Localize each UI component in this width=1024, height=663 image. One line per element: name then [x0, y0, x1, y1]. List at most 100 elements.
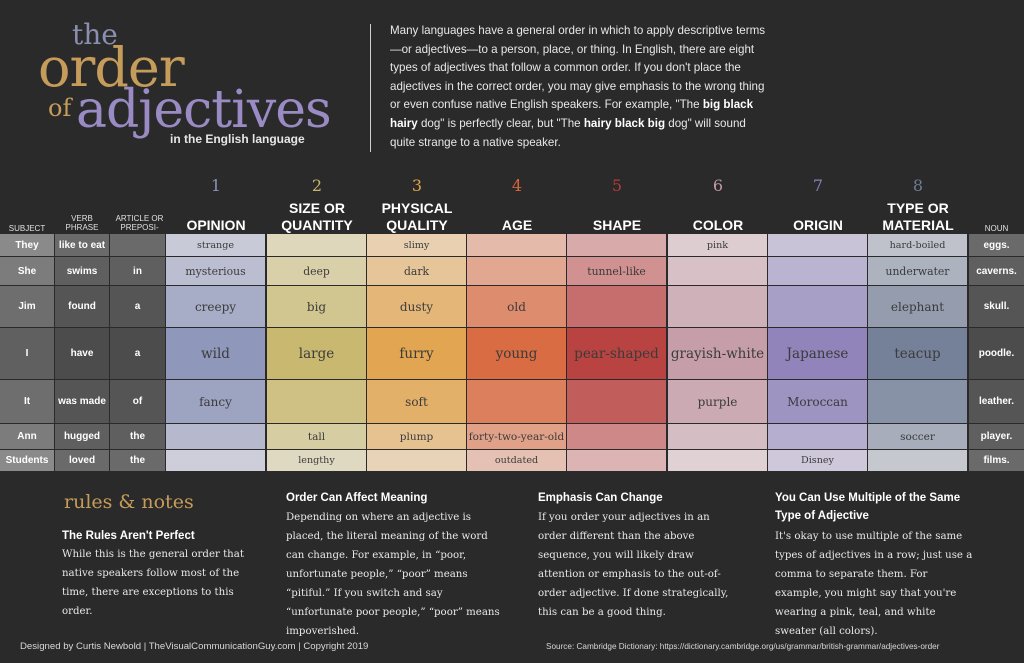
intro-bold-1: big black hairy	[390, 98, 754, 130]
adjective-cell	[668, 424, 767, 449]
footer-credit: Designed by Curtis Newbold | TheVisualCo…	[20, 641, 369, 652]
row-noun: leather.	[969, 380, 1024, 423]
row-article: of	[110, 380, 165, 423]
intro-paragraph: Many languages have a general order in w…	[390, 22, 770, 152]
adjective-cell: soft	[367, 380, 466, 423]
adjective-cell: teacup	[868, 328, 967, 379]
adjective-cell	[567, 424, 666, 449]
adjective-cell: old	[467, 286, 566, 327]
adjective-cell	[567, 286, 666, 327]
row-verb: loved	[55, 450, 109, 471]
adjective-cell	[567, 234, 666, 256]
note-body-4: It's okay to use multiple of the same ty…	[775, 531, 973, 637]
adjective-cell: furry	[367, 328, 466, 379]
title-order: order	[38, 36, 185, 99]
note-body-1: While this is the general order that nat…	[62, 549, 244, 617]
category-label-7: ORIGIN	[793, 217, 843, 233]
adjective-cell	[367, 450, 466, 471]
header-subject: SUBJECT	[8, 224, 46, 233]
header-noun: NOUN	[984, 224, 1009, 233]
title-subtitle: in the English language	[170, 132, 305, 146]
row-subject: Jim	[0, 286, 54, 327]
adjective-cell	[467, 257, 566, 285]
adjective-cell: young	[467, 328, 566, 379]
table-row: Students loved the lengthy outdated Disney fil…	[0, 450, 1024, 471]
row-subject: It	[0, 380, 54, 423]
adjective-cell: pink	[668, 234, 767, 256]
row-verb: hugged	[55, 424, 109, 449]
row-noun: player.	[969, 424, 1024, 449]
category-label-1: OPINION	[186, 217, 246, 233]
adjective-cell: hard-boiled	[868, 234, 967, 256]
table-row: Jim found a creepy big dusty old elephant skull.	[0, 286, 1024, 327]
category-label-5: SHAPE	[592, 217, 642, 233]
row-verb: have	[55, 328, 109, 379]
title-of: of	[48, 94, 72, 122]
adjective-cell: fancy	[166, 380, 265, 423]
category-number: 1	[210, 176, 222, 195]
table-row: Ann hugged the tall plump forty-two-year-old s…	[0, 424, 1024, 449]
adjective-cell: elephant	[868, 286, 967, 327]
adjective-cell: strange	[166, 234, 265, 256]
category-number: 2	[311, 176, 323, 195]
category-number: 6	[712, 176, 724, 195]
category-number: 5	[611, 176, 623, 195]
row-article: the	[110, 450, 165, 471]
row-article: a	[110, 328, 165, 379]
table-row: She swims in mysterious deep dark tunnel-like u…	[0, 257, 1024, 285]
note-heading-1: The Rules Aren't Perfect	[62, 530, 195, 542]
adjective-cell: Moroccan	[768, 380, 867, 423]
row-noun: poodle.	[969, 328, 1024, 379]
note-body-3: If you order your adjectives in an order…	[538, 512, 729, 618]
adjective-cell	[768, 234, 867, 256]
adjective-cell: pear-shaped	[567, 328, 666, 379]
category-label-8: TYPE OR MATERIAL	[882, 200, 954, 233]
row-verb: swims	[55, 257, 109, 285]
adjective-cell	[567, 450, 666, 471]
adjective-cell: slimy	[367, 234, 466, 256]
category-number: 7	[812, 176, 824, 195]
row-subject: Students	[0, 450, 54, 471]
intro-text-3: dog" will sound quite strange to a nativ…	[390, 116, 746, 149]
adjective-cell	[166, 424, 265, 449]
row-article: the	[110, 424, 165, 449]
row-subject: She	[0, 257, 54, 285]
category-label-6: COLOR	[692, 217, 744, 233]
category-number: 4	[511, 176, 523, 195]
adjective-cell	[668, 450, 767, 471]
row-article: in	[110, 257, 165, 285]
note-heading-2: Order Can Affect Meaning	[286, 492, 428, 504]
adjective-cell	[267, 234, 366, 256]
adjective-cell: Disney	[768, 450, 867, 471]
header-verb-phrase: VERB PHRASE	[65, 214, 99, 232]
adjective-cell	[668, 257, 767, 285]
row-noun: skull.	[969, 286, 1024, 327]
adjective-cell: soccer	[868, 424, 967, 449]
adjective-cell: underwater	[868, 257, 967, 285]
adjective-cell: forty-two-year-old	[467, 424, 566, 449]
table-row: It was made of fancy soft purple Moroccan leath…	[0, 380, 1024, 423]
row-subject: They	[0, 234, 54, 256]
adjective-cell: plump	[367, 424, 466, 449]
intro-bold-2: hairy black big	[583, 116, 666, 130]
row-noun: films.	[969, 450, 1024, 471]
row-verb: like to eat	[55, 234, 109, 256]
row-verb: found	[55, 286, 109, 327]
category-label-2: SIZE OR QUANTITY	[281, 200, 353, 233]
category-label-4: AGE	[501, 217, 533, 233]
row-article: a	[110, 286, 165, 327]
row-noun: eggs.	[969, 234, 1024, 256]
intro-text-1: Many languages have a general order in w…	[390, 24, 766, 112]
row-subject: Ann	[0, 424, 54, 449]
adjective-cell: outdated	[467, 450, 566, 471]
title-the: the	[72, 18, 118, 51]
adjective-cell: grayish-white	[668, 328, 767, 379]
adjective-cell: big	[267, 286, 366, 327]
adjective-cell	[868, 450, 967, 471]
adjective-cell	[768, 257, 867, 285]
adjective-cell	[166, 450, 265, 471]
note-heading-3: Emphasis Can Change	[538, 492, 663, 504]
adjective-cell: purple	[668, 380, 767, 423]
adjective-cell	[868, 380, 967, 423]
row-article	[110, 234, 165, 256]
